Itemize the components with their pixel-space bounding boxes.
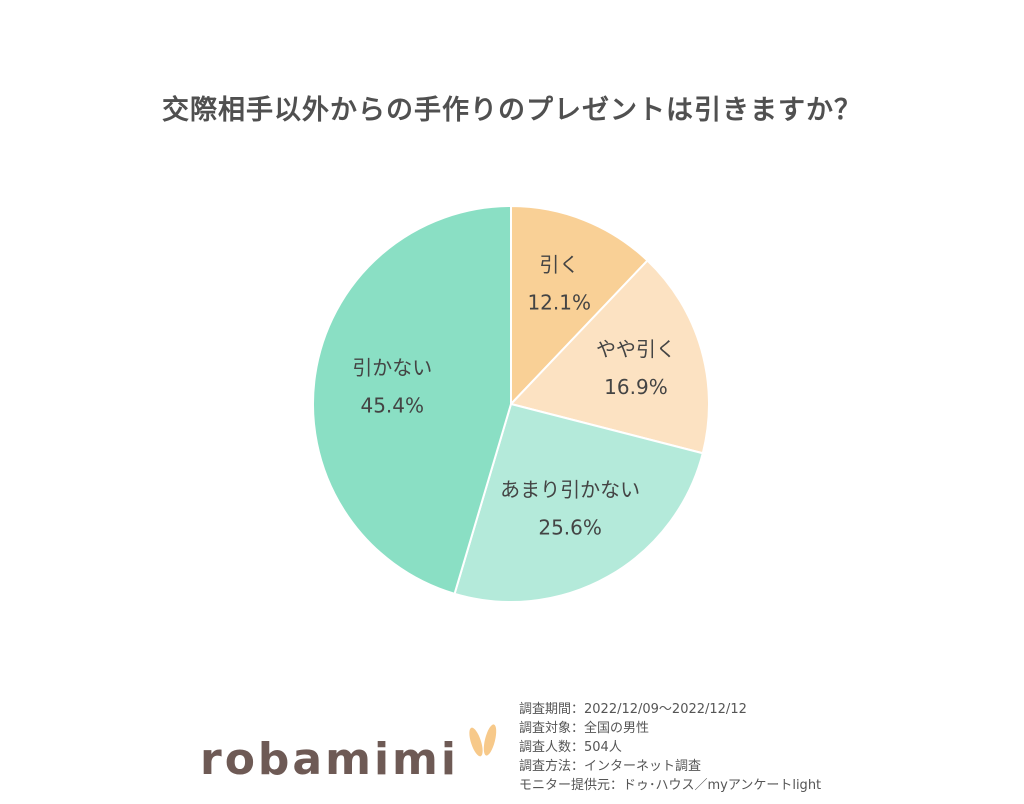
survey-method: 調査方法：インターネット調査 xyxy=(519,759,702,774)
slice-percent-label: 25.6% xyxy=(538,515,602,539)
survey-info: 調査期間：2022/12/09～2022/12/12 調査対象：全国の男性 調査… xyxy=(519,700,821,795)
slice-category-label: 引く xyxy=(539,252,579,276)
slice-percent-label: 16.9% xyxy=(604,375,668,399)
survey-count: 調査人数：504人 xyxy=(519,740,622,755)
slice-percent-label: 45.4% xyxy=(360,394,424,418)
chart-title: 交際相手以外からの手作りのプレゼントは引きますか？ xyxy=(162,95,862,126)
robamimi-logo: robamimi xyxy=(200,734,459,785)
slice-category-label: やや引く xyxy=(596,337,676,361)
pie-slice xyxy=(509,259,710,455)
pie-slice xyxy=(312,204,512,596)
survey-period: 調査期間：2022/12/09～2022/12/12 xyxy=(519,702,747,717)
right-ear xyxy=(483,724,497,756)
slice-percent-label: 12.1% xyxy=(527,290,591,314)
rabbit-ears-icon xyxy=(469,724,497,757)
pie-slice xyxy=(453,402,704,603)
survey-provider: モニター提供元：ドゥ･ハウス／myアンケートlight xyxy=(519,778,822,793)
pie-slice xyxy=(510,204,649,407)
survey-target: 調査対象：全国の男性 xyxy=(519,721,650,736)
slice-category-label: 引かない xyxy=(352,356,432,380)
slice-category-label: あまり引かない xyxy=(500,477,640,501)
left-ear xyxy=(469,727,483,757)
